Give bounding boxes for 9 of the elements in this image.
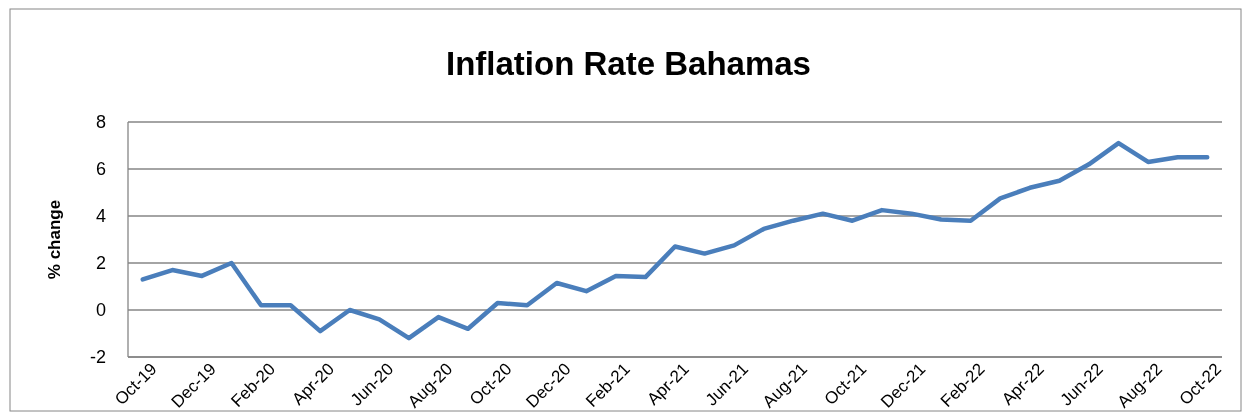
y-tick-label: 4 [95, 206, 106, 227]
y-tick-label: -2 [89, 347, 106, 368]
y-axis-title: % change [45, 199, 64, 280]
y-tick-label: 8 [95, 112, 106, 133]
line-series [140, 140, 1210, 341]
y-tick-label: 2 [95, 253, 106, 274]
y-tick-label: 0 [95, 300, 106, 321]
chart-title: Inflation Rate Bahamas [446, 45, 811, 82]
y-tick-label: 6 [95, 159, 106, 180]
